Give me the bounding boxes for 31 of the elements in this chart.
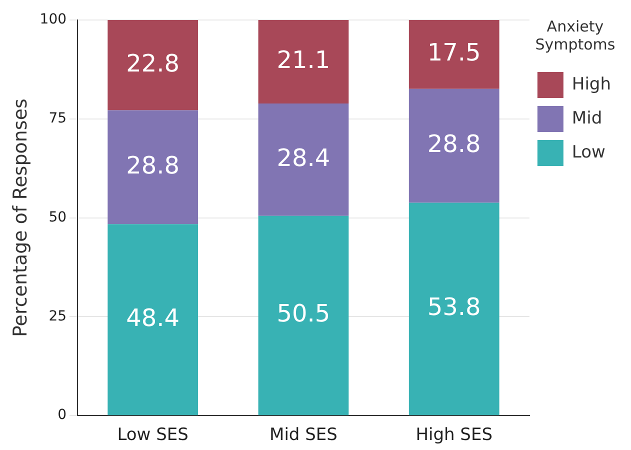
data-label: 53.8 <box>427 293 481 322</box>
data-label: 22.8 <box>126 49 180 78</box>
y-tick-label: 100 <box>40 12 67 28</box>
bar <box>258 103 349 216</box>
y-tick-label: 75 <box>48 110 67 127</box>
y-tick-label: 50 <box>48 209 67 226</box>
bar <box>408 20 500 89</box>
bar <box>258 20 349 104</box>
legend-title: Anxiety Symptoms <box>535 17 616 54</box>
legend-label: Low <box>572 142 606 162</box>
bar <box>108 224 198 416</box>
x-tick-label: Mid SES <box>270 425 338 446</box>
bar <box>258 216 349 416</box>
legend-label: Mid <box>572 108 602 128</box>
legend-label: High <box>572 74 612 94</box>
bar <box>108 20 198 110</box>
data-label: 17.5 <box>427 38 481 66</box>
bar <box>408 202 500 416</box>
data-label: 21.1 <box>276 46 330 74</box>
data-label: 28.8 <box>427 130 481 158</box>
bar <box>408 88 500 203</box>
x-tick-label: Low SES <box>117 425 188 446</box>
data-label: 28.4 <box>276 144 330 172</box>
bar <box>108 110 198 224</box>
data-label: 48.4 <box>126 304 180 332</box>
x-tick-label: High SES <box>416 425 493 446</box>
data-label: 28.8 <box>126 151 180 180</box>
y-tick-label: 0 <box>58 407 67 424</box>
y-axis-title: Percentage of Responses <box>9 98 32 338</box>
y-tick-label: 25 <box>48 308 67 324</box>
data-label: 50.5 <box>276 300 330 328</box>
